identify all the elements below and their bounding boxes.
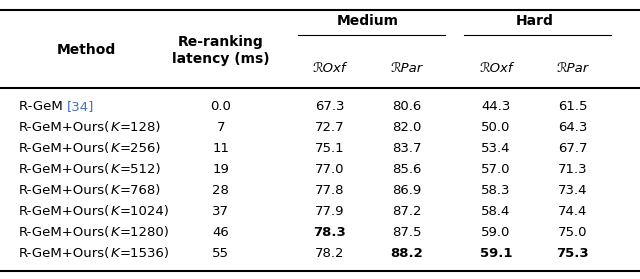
Text: R-GeM+Ours(: R-GeM+Ours( [19,247,111,260]
Text: ℛPar: ℛPar [557,62,589,75]
Text: 83.7: 83.7 [392,142,421,155]
Text: =768): =768) [119,184,161,197]
Text: 86.9: 86.9 [392,184,421,197]
Text: =1536): =1536) [119,247,169,260]
Text: 37: 37 [212,205,229,218]
Text: =512): =512) [119,163,161,176]
Text: R-GeM+Ours(: R-GeM+Ours( [19,205,111,218]
Text: Medium: Medium [337,14,399,28]
Text: 85.6: 85.6 [392,163,421,176]
Text: 77.0: 77.0 [315,163,344,176]
Text: 75.0: 75.0 [558,226,588,239]
Text: ℛPar: ℛPar [390,62,422,75]
Text: 11: 11 [212,142,229,155]
Text: 88.2: 88.2 [390,247,423,260]
Text: Method: Method [57,43,116,57]
Text: =128): =128) [119,121,161,134]
Text: K: K [111,121,119,134]
Text: K: K [111,226,119,239]
Text: 75.1: 75.1 [315,142,344,155]
Text: 59.0: 59.0 [481,226,511,239]
Text: 87.5: 87.5 [392,226,421,239]
Text: =256): =256) [119,142,161,155]
Text: 57.0: 57.0 [481,163,511,176]
Text: R-GeM+Ours(: R-GeM+Ours( [19,184,111,197]
Text: 77.8: 77.8 [315,184,344,197]
Text: 44.3: 44.3 [481,100,511,113]
Text: K: K [111,142,119,155]
Text: 59.1: 59.1 [480,247,512,260]
Text: 28: 28 [212,184,229,197]
Text: K: K [111,247,119,260]
Text: 55: 55 [212,247,229,260]
Text: 67.3: 67.3 [315,100,344,113]
Text: Re-ranking
latency (ms): Re-ranking latency (ms) [172,35,269,66]
Text: 78.2: 78.2 [315,247,344,260]
Text: 0.0: 0.0 [211,100,231,113]
Text: =1024): =1024) [119,205,169,218]
Text: 82.0: 82.0 [392,121,421,134]
Text: 78.3: 78.3 [313,226,346,239]
Text: 19: 19 [212,163,229,176]
Text: 61.5: 61.5 [558,100,588,113]
Text: 73.4: 73.4 [558,184,588,197]
Text: 87.2: 87.2 [392,205,421,218]
Text: 71.3: 71.3 [558,163,588,176]
Text: 72.7: 72.7 [315,121,344,134]
Text: R-GeM: R-GeM [19,100,67,113]
Text: 64.3: 64.3 [558,121,588,134]
Text: K: K [111,184,119,197]
Text: R-GeM+Ours(: R-GeM+Ours( [19,121,111,134]
Text: 77.9: 77.9 [315,205,344,218]
Text: Hard: Hard [515,14,554,28]
Text: R-GeM+Ours(: R-GeM+Ours( [19,226,111,239]
Text: 58.4: 58.4 [481,205,511,218]
Text: ℛOxf: ℛOxf [313,62,346,75]
Text: 80.6: 80.6 [392,100,421,113]
Text: 75.3: 75.3 [557,247,589,260]
Text: 7: 7 [216,121,225,134]
Text: R-GeM+Ours(: R-GeM+Ours( [19,163,111,176]
Text: 74.4: 74.4 [558,205,588,218]
Text: R-GeM+Ours(: R-GeM+Ours( [19,142,111,155]
Text: 67.7: 67.7 [558,142,588,155]
Text: 50.0: 50.0 [481,121,511,134]
Text: =1280): =1280) [119,226,169,239]
Text: 58.3: 58.3 [481,184,511,197]
Text: K: K [111,205,119,218]
Text: 53.4: 53.4 [481,142,511,155]
Text: K: K [111,163,119,176]
Text: [34]: [34] [67,100,95,113]
Text: ℛOxf: ℛOxf [479,62,513,75]
Text: 46: 46 [212,226,229,239]
